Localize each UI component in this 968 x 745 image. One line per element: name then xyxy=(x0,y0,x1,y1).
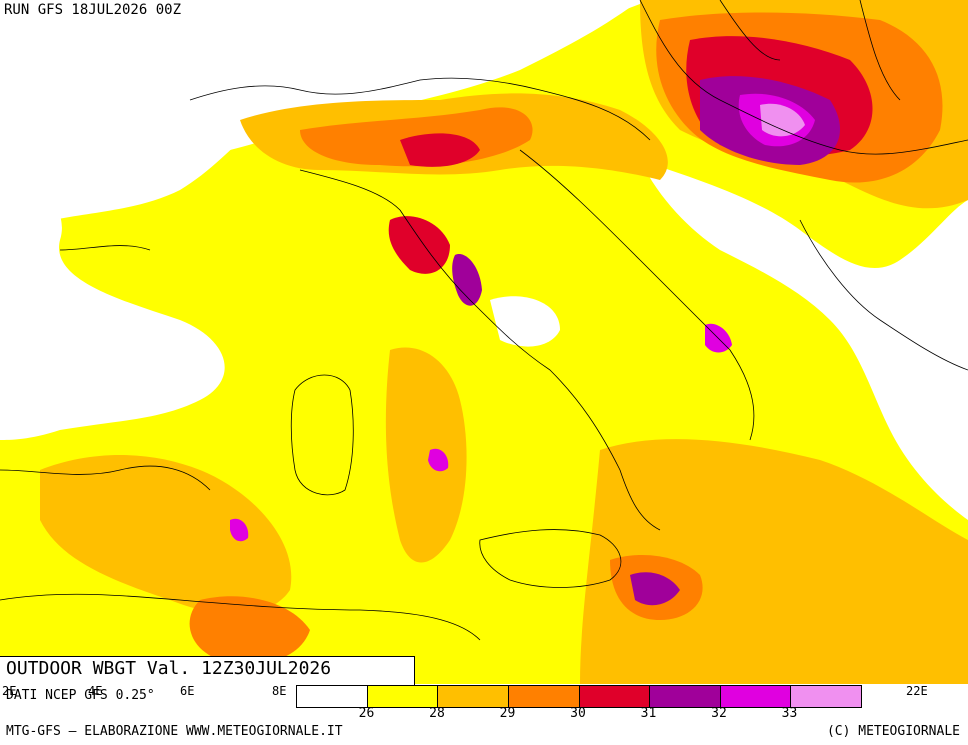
legend-label: 29 xyxy=(499,706,516,721)
wbgt-29-area-se xyxy=(580,439,968,684)
footer-copyright: (C) METEOGIORNALE xyxy=(826,724,960,739)
legend-swatch xyxy=(508,686,580,707)
legend-swatch xyxy=(650,686,721,707)
wbgt-map xyxy=(0,0,968,684)
legend-label: 26 xyxy=(358,706,375,721)
legend-label: 31 xyxy=(640,706,657,721)
wbgt-29-area-sw xyxy=(40,455,292,614)
lon-tick-4e: 4E xyxy=(88,684,103,698)
product-box xyxy=(0,656,415,685)
legend-swatch xyxy=(367,686,439,707)
lon-tick-8e: 8E xyxy=(272,684,287,698)
wbgt-below-26-balkans xyxy=(640,160,968,520)
coastlines-borders xyxy=(0,0,968,641)
wbgt-below-26-central-italy xyxy=(490,296,560,347)
color-legend xyxy=(296,685,862,708)
footer-credit: MTG-GFS – ELABORAZIONE WWW.METEOGIORNALE… xyxy=(6,724,343,739)
legend-label: 32 xyxy=(711,706,727,721)
wbgt-below-26-west xyxy=(0,178,225,440)
lon-tick-22e: 22E xyxy=(906,684,928,698)
run-label: RUN GFS 18JUL2026 00Z xyxy=(4,2,182,18)
legend-swatch xyxy=(579,686,651,707)
wbgt-32-area-sicily xyxy=(630,572,680,606)
legend-swatch xyxy=(297,686,368,707)
legend-label: 30 xyxy=(570,706,586,721)
legend-swatch xyxy=(720,686,792,707)
wbgt-31-area-po xyxy=(400,133,480,167)
lon-tick-6e: 6E xyxy=(180,684,195,698)
wbgt-29-area-tyrrhenian xyxy=(385,347,467,563)
wbgt-30-area-south xyxy=(189,596,310,664)
legend-swatch xyxy=(791,686,861,707)
wbgt-33-area-tyrrhenian xyxy=(428,448,449,472)
wbgt-above-33-area-ne xyxy=(760,103,805,137)
data-source-label: DATI NCEP GFS 0.25° xyxy=(6,688,155,703)
lon-tick-2e: 2E xyxy=(2,684,17,698)
legend-label: 33 xyxy=(781,706,798,721)
product-title: OUTDOOR WBGT Val. 12Z30JUL2026 xyxy=(6,658,332,679)
wbgt-32-area-tuscany xyxy=(452,254,482,306)
wbgt-33-area-sardinia-sw xyxy=(230,518,249,542)
legend-label: 28 xyxy=(429,706,445,721)
legend-swatch xyxy=(438,686,509,707)
